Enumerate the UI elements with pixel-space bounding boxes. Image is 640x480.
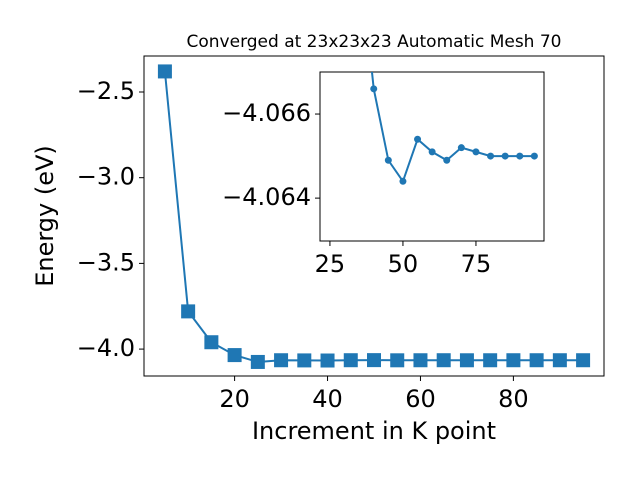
y-tick-label: −4.066 <box>222 99 311 127</box>
x-tick-label: 20 <box>219 385 250 413</box>
marker <box>443 156 451 164</box>
marker <box>274 353 289 368</box>
marker <box>472 148 480 156</box>
x-tick-label: 80 <box>498 385 529 413</box>
y-axis-label: Energy (eV) <box>31 145 59 287</box>
marker <box>370 85 378 93</box>
marker <box>367 353 381 368</box>
marker <box>157 64 172 79</box>
marker <box>576 353 591 368</box>
marker <box>506 353 521 368</box>
marker <box>384 156 392 164</box>
marker <box>204 335 219 350</box>
chart-title: Converged at 23x23x23 Automatic Mesh 70 <box>187 32 562 52</box>
marker <box>436 353 451 368</box>
marker <box>414 135 422 143</box>
marker <box>459 353 474 368</box>
marker <box>516 152 524 160</box>
series <box>370 72 538 185</box>
marker <box>530 152 538 160</box>
marker <box>320 353 335 368</box>
x-tick-label: 40 <box>312 385 343 413</box>
y-tick-label: −4.0 <box>77 334 135 362</box>
marker <box>501 152 509 160</box>
marker <box>227 348 242 363</box>
marker <box>529 353 544 368</box>
y-tick-label: −2.5 <box>77 77 135 105</box>
y-tick-label: −4.064 <box>222 183 311 211</box>
marker <box>297 353 312 368</box>
x-tick-label: 60 <box>405 385 436 413</box>
marker <box>250 354 265 369</box>
marker <box>487 152 495 160</box>
marker <box>343 353 358 368</box>
x-tick-label: 75 <box>461 250 492 278</box>
series <box>157 64 591 369</box>
marker <box>181 304 196 319</box>
marker <box>552 353 567 368</box>
marker <box>390 353 405 368</box>
x-axis-label: Increment in K point <box>252 417 496 445</box>
marker <box>399 177 407 185</box>
x-tick-label: 25 <box>315 250 346 278</box>
x-tick-label: 50 <box>388 250 419 278</box>
y-tick-label: −3.0 <box>77 163 135 191</box>
marker <box>413 353 428 368</box>
marker <box>483 353 498 368</box>
marker <box>457 144 465 152</box>
y-tick-label: −3.5 <box>77 248 135 276</box>
marker <box>428 148 436 156</box>
